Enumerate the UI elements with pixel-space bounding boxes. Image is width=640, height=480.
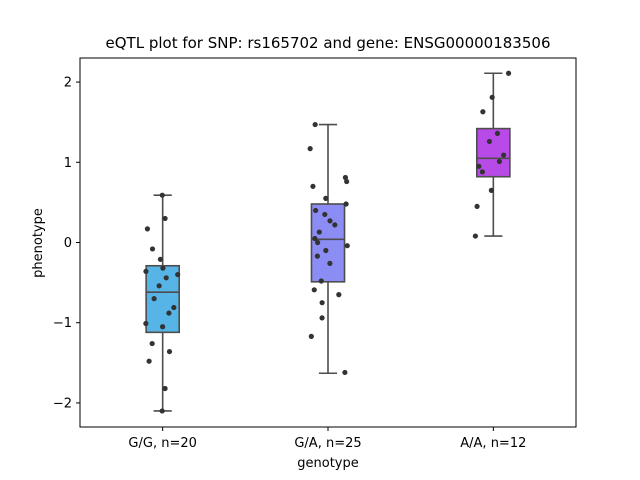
data-point (318, 278, 324, 284)
data-point (171, 304, 177, 311)
data-point (310, 183, 316, 189)
data-point (160, 265, 166, 271)
data-point (501, 152, 507, 158)
data-point (489, 94, 495, 100)
box-group (145, 194, 180, 412)
data-point (143, 320, 149, 327)
box-group (310, 123, 346, 375)
data-point (162, 215, 168, 222)
data-point (175, 271, 181, 278)
data-point (486, 138, 493, 145)
data-point (163, 275, 169, 281)
data-point (312, 235, 318, 242)
data-point (151, 296, 157, 302)
y-axis-label: phenotype (31, 208, 46, 278)
data-point (327, 260, 333, 266)
data-point (162, 385, 168, 392)
data-point (323, 195, 329, 201)
iqr-box (310, 203, 346, 283)
data-point (159, 408, 165, 414)
x-tick-label: A/A, n=12 (460, 436, 526, 451)
data-point (319, 315, 325, 321)
data-point (327, 218, 333, 224)
data-point (336, 292, 342, 298)
data-point (494, 130, 501, 137)
data-point (488, 187, 494, 193)
data-point (312, 121, 318, 128)
data-point (146, 358, 152, 364)
data-point (319, 300, 325, 306)
data-point (315, 239, 321, 246)
y-tick-label: 1 (64, 156, 72, 171)
data-point (344, 243, 350, 249)
data-point (311, 287, 317, 293)
data-point (308, 333, 314, 339)
data-point (476, 163, 482, 169)
data-point (144, 226, 151, 232)
x-tick-label: G/A, n=25 (294, 436, 361, 451)
y-tick-label: 2 (64, 76, 72, 91)
data-point (342, 369, 348, 376)
data-point (496, 158, 502, 165)
data-point (166, 310, 172, 316)
data-point (316, 229, 322, 235)
y-tick-label: −1 (53, 316, 72, 331)
data-point (332, 222, 338, 228)
x-axis-label: genotype (297, 456, 358, 471)
data-point (313, 207, 319, 214)
data-point (479, 169, 485, 175)
chart-title: eQTL plot for SNP: rs165702 and gene: EN… (106, 34, 551, 52)
box-group (475, 72, 511, 237)
data-point (322, 211, 328, 218)
data-point (344, 178, 350, 185)
data-point (160, 324, 166, 330)
y-tick-label: −2 (53, 396, 72, 411)
data-point (166, 348, 173, 355)
data-point (156, 283, 162, 289)
data-point (157, 256, 164, 262)
data-point (480, 109, 486, 115)
data-point (474, 203, 480, 210)
data-point (342, 174, 349, 181)
iqr-box (145, 264, 180, 334)
data-point (149, 340, 155, 347)
data-point (307, 146, 313, 152)
data-point (472, 233, 478, 239)
data-point (149, 246, 156, 252)
y-tick-label: 0 (64, 236, 72, 251)
data-point (343, 201, 349, 207)
data-point (323, 247, 329, 254)
data-point (314, 253, 320, 259)
x-tick-label: G/G, n=20 (128, 436, 196, 451)
data-point (159, 192, 165, 198)
data-point (143, 268, 149, 274)
data-point (505, 70, 512, 76)
